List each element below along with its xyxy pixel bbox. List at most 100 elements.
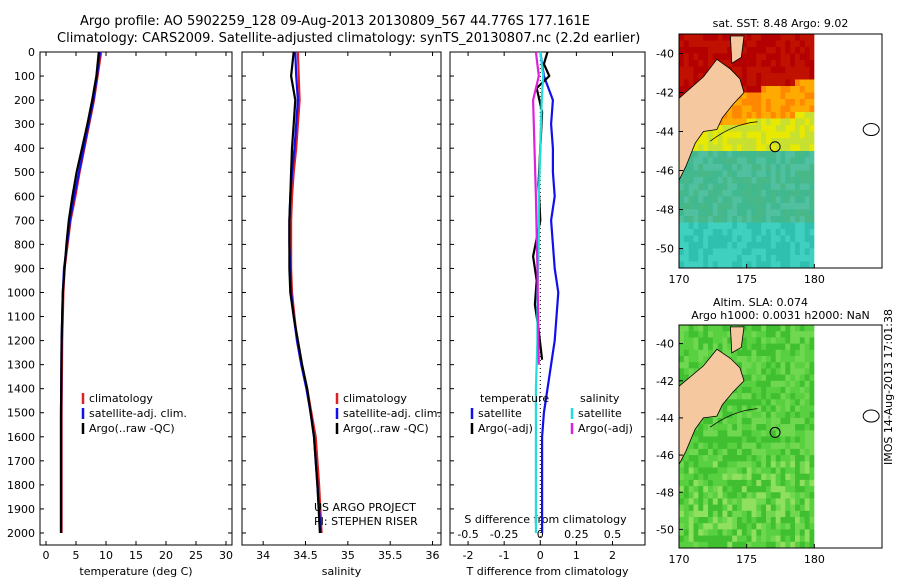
map-cell: [751, 222, 757, 230]
map-cell: [775, 261, 781, 269]
map-cell: [693, 209, 699, 217]
map-cell: [732, 125, 738, 132]
map-cell: [795, 535, 801, 543]
map-cell: [809, 261, 815, 269]
map-cell: [780, 405, 786, 413]
map-cell: [761, 112, 767, 119]
map-y-tick-label: -44: [656, 412, 674, 425]
map-x-tick-label: 180: [804, 553, 825, 566]
map-cell: [708, 424, 714, 431]
legend-label: satellite: [578, 407, 622, 420]
map-cell: [780, 53, 786, 61]
map-cell: [703, 229, 709, 236]
map-cell: [751, 229, 757, 236]
map-cell: [737, 229, 743, 236]
map-cell: [712, 53, 719, 61]
map-cell: [727, 222, 733, 230]
map-cell: [795, 79, 801, 87]
map-cell: [722, 177, 728, 184]
note-pi: PI: STEPHEN RISER: [314, 515, 418, 528]
map-cell: [741, 222, 748, 230]
map-cell: [722, 118, 728, 126]
map-cell: [746, 53, 752, 61]
map-cell: [785, 138, 791, 145]
map-cell: [799, 386, 806, 394]
map-cell: [679, 203, 685, 210]
map-cell: [799, 331, 806, 338]
y-tick-label: 900: [14, 262, 35, 275]
map-cell: [756, 467, 762, 475]
map-cell: [751, 442, 757, 450]
map-cell: [809, 203, 815, 210]
map-cell: [703, 529, 709, 537]
map-cell: [790, 222, 796, 230]
map-cell: [717, 138, 723, 145]
map-cell: [780, 242, 786, 249]
map-cell: [775, 473, 781, 481]
map-cell: [746, 436, 752, 444]
header-line-2: Climatology: CARS2009. Satellite-adjuste…: [57, 31, 640, 46]
map-cell: [722, 498, 728, 506]
map-cell: [751, 343, 757, 351]
island-outline: [862, 409, 880, 423]
map-cell: [732, 436, 738, 444]
map-cell: [804, 436, 810, 444]
map-cell: [679, 255, 685, 262]
map-cell: [790, 498, 796, 506]
map-cell: [799, 479, 806, 487]
map-cell: [717, 424, 723, 431]
map-cell: [809, 144, 815, 152]
map-cell: [712, 510, 719, 518]
map-cell: [751, 399, 757, 406]
map-cell: [698, 34, 704, 41]
map-cell: [712, 131, 719, 139]
map-cell: [809, 73, 815, 80]
map-cell: [799, 510, 806, 518]
map-cell: [751, 356, 757, 363]
map-cell: [790, 424, 796, 431]
map-cell: [761, 523, 767, 530]
map-cell: [741, 105, 748, 113]
map-cell: [703, 430, 709, 437]
map-cell: [741, 177, 748, 184]
map-cell: [795, 411, 801, 419]
map-cell: [790, 411, 796, 419]
map-cell: [775, 86, 781, 93]
map-cell: [780, 473, 786, 481]
map-cell: [708, 529, 714, 537]
map-cell: [756, 125, 762, 132]
map-cell: [795, 255, 801, 262]
map-cell: [766, 448, 772, 456]
map-cell: [722, 461, 728, 468]
map-cell: [775, 393, 781, 400]
map-cell: [809, 349, 815, 357]
map-cell: [790, 209, 796, 217]
map-cell: [688, 356, 694, 363]
map-cell: [804, 473, 810, 481]
map-cell: [809, 368, 815, 376]
map-cell: [688, 261, 694, 269]
map-cell: [780, 386, 786, 394]
map-cell: [761, 248, 767, 256]
map-cell: [703, 356, 709, 363]
map-cell: [785, 486, 791, 493]
map-cell: [693, 261, 699, 269]
map-cell: [737, 216, 743, 223]
map-cell: [741, 368, 748, 376]
map-cell: [722, 411, 728, 419]
map-cell: [737, 362, 743, 369]
map-cell: [804, 86, 810, 93]
map-cell: [727, 235, 733, 243]
map-cell: [790, 479, 796, 487]
map-cell: [775, 517, 781, 524]
map-cell: [795, 325, 801, 332]
map-cell: [766, 235, 772, 243]
map-cell: [732, 523, 738, 530]
map-cell: [708, 343, 714, 351]
x-tick-label: 10: [99, 549, 113, 562]
map-cell: [732, 430, 738, 437]
map-cell: [766, 196, 772, 204]
map-cell: [809, 47, 815, 54]
map-cell: [775, 486, 781, 493]
map-cell: [693, 177, 699, 184]
